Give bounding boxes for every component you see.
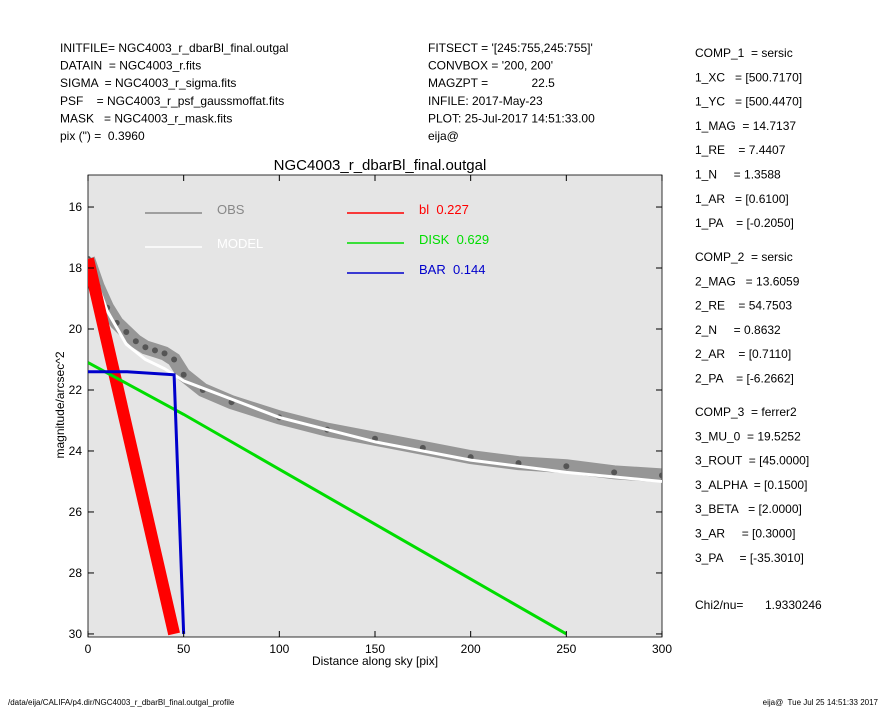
series-line (88, 370, 186, 635)
component-line: 3_AR = [0.3000] (695, 527, 795, 541)
footer-path: /data/eija/CALIFA/p4.dir/NGC4003_r_dbarB… (8, 698, 235, 707)
y-tick-label: 16 (69, 200, 83, 214)
legend-label: DISK 0.629 (419, 232, 489, 247)
y-tick-label: 24 (69, 444, 83, 458)
chi2-label: Chi2/nu= (695, 598, 743, 612)
header-line: MASK = NGC4003_r_mask.fits (60, 111, 232, 125)
header-line: FITSECT = '[245:755,245:755]' (428, 41, 593, 55)
component-line: COMP_3 = ferrer2 (695, 405, 797, 419)
series-line (88, 361, 568, 636)
component-line: 3_ROUT = [45.0000] (695, 454, 809, 468)
x-tick-label: 200 (461, 642, 481, 656)
header-line: eija@ (428, 129, 459, 143)
x-tick-label: 150 (365, 642, 385, 656)
series-line (88, 257, 180, 636)
component-line: 3_ALPHA = [0.1500] (695, 478, 807, 492)
y-tick-label: 22 (69, 383, 83, 397)
x-tick-label: 50 (177, 642, 191, 656)
plot-background (87, 174, 663, 638)
chi2-value: 1.9330246 (765, 598, 822, 612)
component-line: 1_YC = [500.4470] (695, 95, 802, 109)
chart-title: NGC4003_r_dbarBl_final.outgal (274, 157, 487, 174)
component-line: 2_PA = [-6.2662] (695, 372, 794, 386)
component-line: 2_MAG = 13.6059 (695, 274, 800, 288)
component-line: 2_AR = [0.7110] (695, 347, 791, 361)
x-tick-label: 0 (85, 642, 92, 656)
component-line: 1_RE = 7.4407 (695, 143, 786, 157)
component-line: COMP_1 = sersic (695, 46, 793, 60)
y-tick-label: 20 (69, 322, 83, 336)
component-line: 3_MU_0 = 19.5252 (695, 429, 801, 443)
header-line: CONVBOX = '200, 200' (428, 59, 553, 73)
header-line: PLOT: 25-Jul-2017 14:51:33.00 (428, 111, 595, 125)
legend-label: BAR 0.144 (419, 262, 486, 277)
header-line: MAGZPT = 22.5 (428, 76, 555, 90)
header-line: PSF = NGC4003_r_psf_gaussmoffat.fits (60, 94, 284, 108)
component-line: 2_N = 0.8632 (695, 323, 781, 337)
obs-trace (88, 256, 662, 483)
y-tick-label: 26 (69, 505, 83, 519)
header-line: INFILE: 2017-May-23 (428, 94, 543, 108)
component-line: 3_BETA = [2.0000] (695, 502, 802, 516)
x-tick-label: 250 (556, 642, 576, 656)
component-line: 1_MAG = 14.7137 (695, 119, 796, 133)
x-tick-label: 300 (652, 642, 672, 656)
header-line: INITFILE= NGC4003_r_dbarBl_final.outgal (60, 41, 288, 55)
header-line: DATAIN = NGC4003_r.fits (60, 59, 201, 73)
component-line: 1_N = 1.3588 (695, 168, 781, 182)
header-line: SIGMA = NGC4003_r_sigma.fits (60, 76, 236, 90)
x-axis-label: Distance along sky [pix] (312, 654, 438, 668)
legend-label: bl 0.227 (419, 202, 469, 217)
x-tick-label: 100 (269, 642, 289, 656)
y-tick-label: 28 (69, 566, 83, 580)
y-axis-label: magnitude/arcsec^2 (53, 351, 67, 458)
plot-marks (88, 255, 662, 636)
component-line: 2_RE = 54.7503 (695, 299, 792, 313)
component-line: 1_PA = [-0.2050] (695, 216, 794, 230)
component-line: COMP_2 = sersic (695, 250, 793, 264)
y-tick-label: 30 (69, 627, 83, 641)
legend-label: MODEL (217, 236, 263, 251)
component-line: 1_XC = [500.7170] (695, 70, 802, 84)
footer-stamp: eija@ Tue Jul 25 14:51:33 2017 (763, 698, 879, 707)
series-line (88, 258, 662, 483)
legend-label: OBS (217, 202, 245, 217)
y-tick-label: 18 (69, 261, 83, 275)
header-line: pix (") = 0.3960 (60, 129, 145, 143)
component-line: 1_AR = [0.6100] (695, 192, 789, 206)
component-line: 3_PA = [-35.3010] (695, 551, 804, 565)
